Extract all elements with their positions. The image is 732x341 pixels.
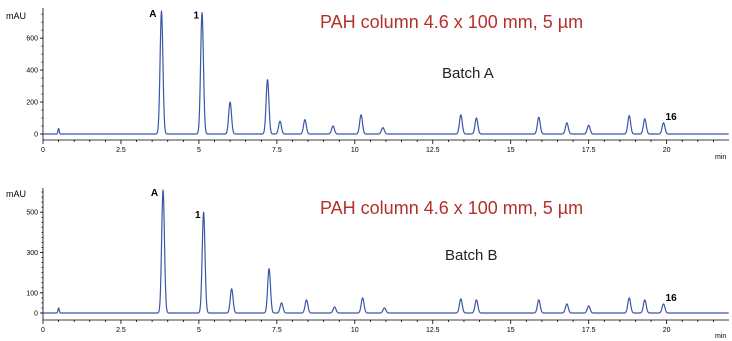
y-tick-label: 500: [26, 210, 38, 217]
x-tick-label: 0: [41, 327, 45, 334]
x-tick-label: 2.5: [116, 147, 126, 154]
x-tick-label: 5: [197, 327, 201, 334]
x-tick-label: 5: [197, 147, 201, 154]
peak-label: 16: [666, 293, 678, 304]
x-tick-label: 20: [663, 327, 671, 334]
x-axis-label: min: [715, 154, 726, 161]
y-ticks: 0 200 400 600: [26, 13, 43, 139]
chart-title: PAH column 4.6 x 100 mm, 5 µm: [320, 12, 583, 32]
y-tick-label: 600: [26, 36, 38, 43]
peak-label: A: [149, 9, 156, 20]
y-tick-label: 400: [26, 68, 38, 75]
chromatogram-trace: [42, 10, 729, 135]
chart-title: PAH column 4.6 x 100 mm, 5 µm: [320, 198, 583, 218]
x-tick-label: 20: [663, 147, 671, 154]
x-tick-label: 12.5: [426, 327, 440, 334]
y-tick-label: 100: [26, 290, 38, 297]
y-ticks: 0 100 300 500: [26, 191, 43, 318]
peak-labels: A 1 16: [151, 188, 677, 304]
x-tick-label: 15: [507, 147, 515, 154]
batch-label: Batch A: [442, 65, 494, 82]
x-axis-label: min: [715, 333, 726, 340]
x-tick-label: 7.5: [272, 327, 282, 334]
peak-label: A: [151, 188, 158, 199]
x-tick-label: 10: [351, 327, 359, 334]
peak-label: 1: [195, 210, 201, 221]
x-tick-label: 0: [41, 147, 45, 154]
chromatogram-panel-batch-b: PAH column 4.6 x 100 mm, 5 µm Batch B mA…: [6, 188, 729, 340]
y-tick-label: 200: [26, 100, 38, 107]
peak-label: 1: [193, 11, 199, 22]
peak-labels: A 1 16: [149, 9, 677, 123]
y-axis-label: mAU: [6, 11, 26, 21]
y-tick-label: 0: [34, 311, 38, 318]
y-tick-label: 300: [26, 250, 38, 257]
x-tick-label: 15: [507, 327, 515, 334]
x-tick-label: 2.5: [116, 327, 126, 334]
x-ticks: 0 2.5 5 7.5 10 12.5 15 17.5 20: [41, 320, 714, 334]
chromatogram-panel-batch-a: PAH column 4.6 x 100 mm, 5 µm Batch A mA…: [6, 8, 729, 161]
x-tick-label: 7.5: [272, 147, 282, 154]
x-tick-label: 17.5: [582, 147, 596, 154]
y-axis-label: mAU: [6, 189, 26, 199]
x-tick-label: 10: [351, 147, 359, 154]
x-ticks: 0 2.5 5 7.5 10 12.5 15 17.5 20: [41, 140, 714, 154]
chromatogram-trace: [42, 189, 729, 314]
y-tick-label: 0: [34, 132, 38, 139]
peak-label: 16: [666, 112, 678, 123]
batch-label: Batch B: [445, 247, 498, 264]
x-tick-label: 12.5: [426, 147, 440, 154]
x-tick-label: 17.5: [582, 327, 596, 334]
